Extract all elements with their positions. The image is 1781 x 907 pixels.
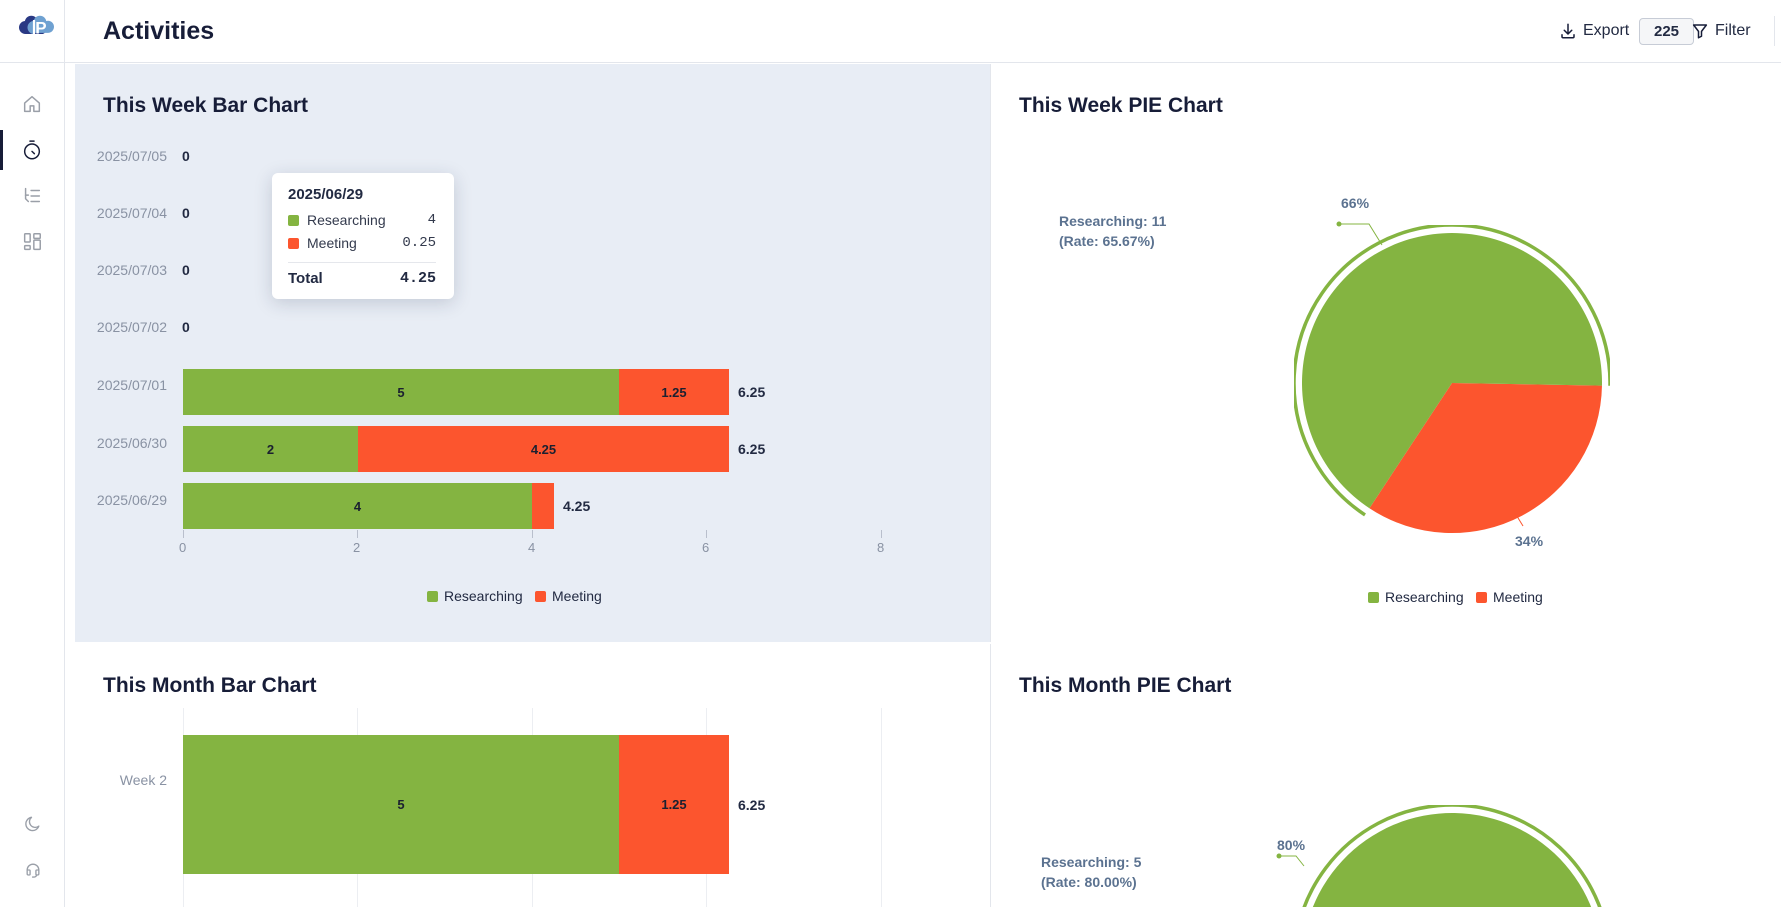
svg-text:P: P: [35, 19, 46, 38]
